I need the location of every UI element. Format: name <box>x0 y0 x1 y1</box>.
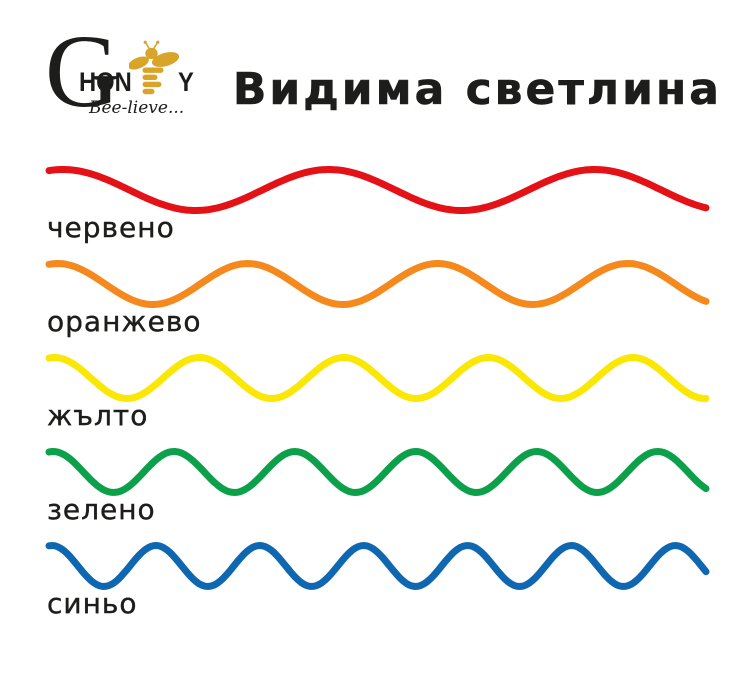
wave-row-orange: оранжево <box>45 254 746 338</box>
wave-row-green: зелено <box>45 442 746 526</box>
wave-curve-yellow <box>45 353 710 403</box>
wave-curve-blue <box>45 541 710 591</box>
bee-icon <box>128 40 180 100</box>
wave-label-green: зелено <box>47 493 156 526</box>
wave-label-red: червено <box>47 211 175 244</box>
wave-curve-orange <box>45 259 710 309</box>
wave-curve-red <box>45 166 710 214</box>
logo-text-hon: HON <box>79 67 132 97</box>
wave-row-yellow: жълто <box>45 348 746 432</box>
page-title: Видима светлина <box>232 64 722 116</box>
waves-list: червено оранжево жълто зелено синьо <box>0 160 746 620</box>
logo-tagline: Bee-lieve... <box>89 98 185 118</box>
logo-text-y: Y <box>178 67 194 97</box>
wave-row-blue: синьо <box>45 536 746 620</box>
wave-label-yellow: жълто <box>47 399 149 432</box>
wave-label-orange: оранжево <box>47 305 202 338</box>
wave-row-red: червено <box>45 160 746 244</box>
wave-label-blue: синьо <box>47 587 138 620</box>
header: G HON <box>0 0 746 160</box>
honey-logo: G HON <box>45 20 230 136</box>
wave-curve-green <box>45 447 710 497</box>
logo-letter-g: G <box>45 14 121 129</box>
